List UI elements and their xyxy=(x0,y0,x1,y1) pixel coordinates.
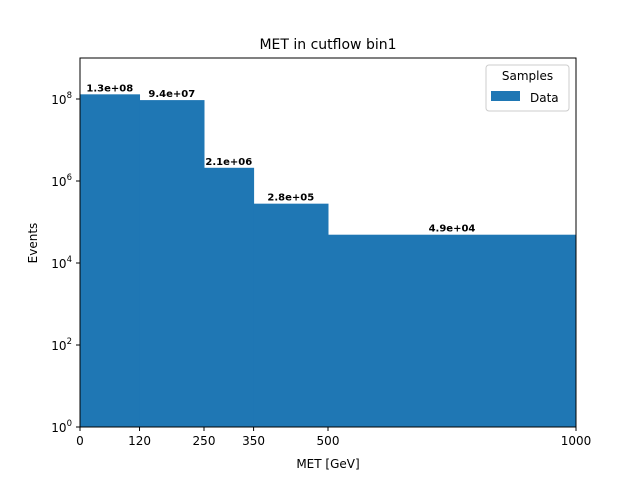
y-tick-label: 104 xyxy=(51,255,72,271)
histogram-bar xyxy=(253,203,329,427)
histogram-bars xyxy=(80,94,577,428)
legend: Samples Data xyxy=(485,64,570,112)
x-axis-ticks: 0 120 250 350 500 1000 xyxy=(76,427,591,448)
bar-value-label: 1.3e+08 xyxy=(86,83,133,94)
histogram-bar xyxy=(204,167,255,427)
x-tick-label: 250 xyxy=(193,434,216,448)
legend-title: Samples xyxy=(502,69,553,83)
chart-title: MET in cutflow bin1 xyxy=(259,37,396,53)
x-tick-label: 1000 xyxy=(561,434,592,448)
bar-value-label: 2.8e+05 xyxy=(267,193,314,204)
x-tick-label: 0 xyxy=(76,434,84,448)
legend-entry-data: Data xyxy=(530,91,559,105)
y-tick-label: 102 xyxy=(51,337,72,353)
y-axis-label: Events xyxy=(26,223,40,264)
bar-value-label: 2.1e+06 xyxy=(205,157,252,168)
histogram-bar xyxy=(80,94,141,428)
legend-swatch-data xyxy=(491,91,520,101)
histogram-bar xyxy=(139,100,205,428)
histogram-bar xyxy=(328,234,577,427)
bar-value-label: 4.9e+04 xyxy=(429,224,476,235)
y-tick-label: 108 xyxy=(51,91,72,107)
x-tick-label: 500 xyxy=(317,434,340,448)
x-tick-label: 350 xyxy=(242,434,265,448)
y-axis-ticks: 100 102 104 106 108 xyxy=(51,91,80,435)
x-tick-label: 120 xyxy=(128,434,151,448)
y-tick-label: 100 xyxy=(51,419,72,435)
x-axis-label: MET [GeV] xyxy=(296,457,359,471)
bar-value-labels: 1.3e+08 9.4e+07 2.1e+06 2.8e+05 4.9e+04 xyxy=(86,83,475,234)
bar-value-label: 9.4e+07 xyxy=(148,89,195,100)
y-tick-label: 106 xyxy=(51,173,72,189)
